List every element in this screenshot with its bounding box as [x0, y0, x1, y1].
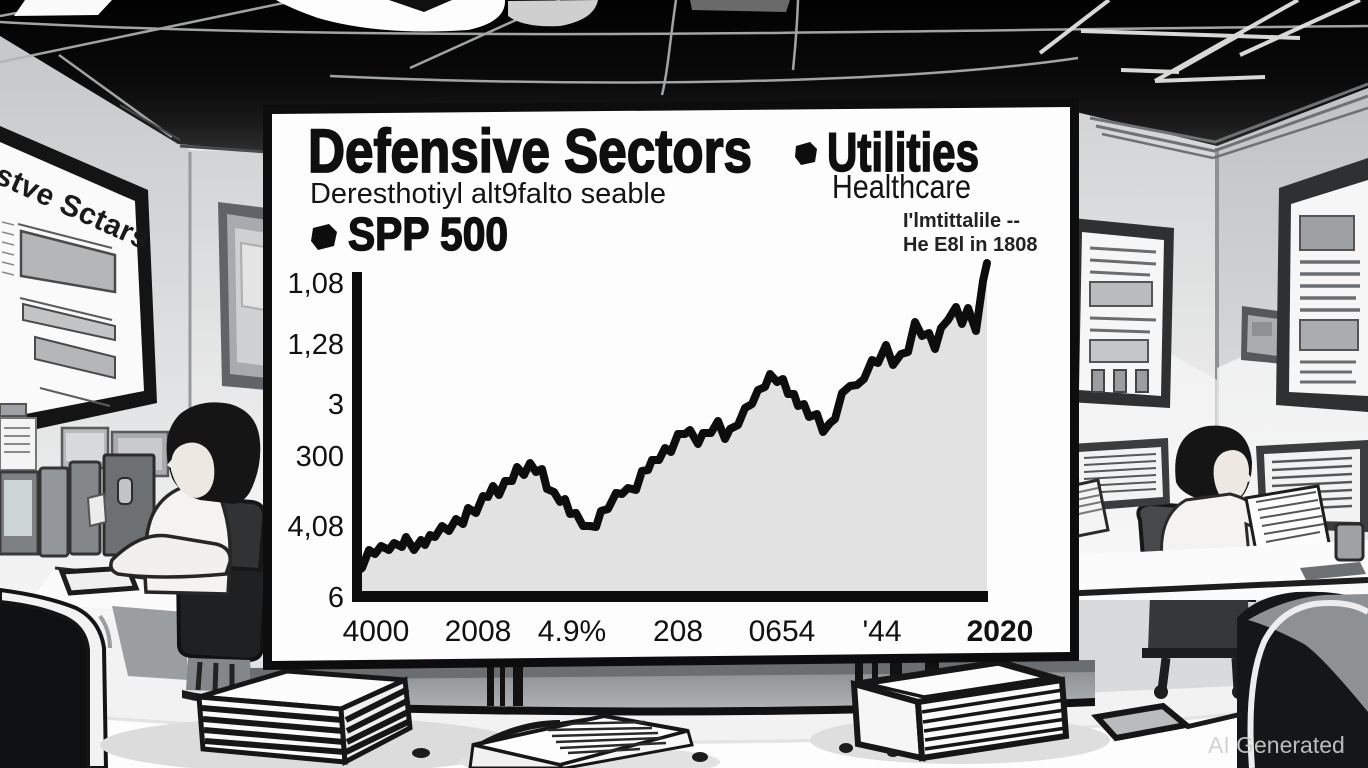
- svg-text:SPP 500: SPP 500: [348, 208, 508, 260]
- svg-text:4000: 4000: [343, 615, 410, 648]
- svg-text:'44: '44: [862, 615, 901, 648]
- svg-text:300: 300: [296, 441, 344, 473]
- svg-text:Utilities: Utilities: [827, 121, 979, 183]
- svg-text:0654: 0654: [749, 615, 816, 648]
- svg-text:3: 3: [328, 389, 344, 421]
- svg-text:2008: 2008: [445, 615, 512, 648]
- svg-text:4.9%: 4.9%: [538, 615, 606, 648]
- svg-text:6: 6: [328, 582, 344, 614]
- svg-text:208: 208: [653, 615, 703, 648]
- svg-text:He E8l in 1808: He E8l in 1808: [903, 234, 1038, 256]
- svg-text:Defensive Sectors: Defensive Sectors: [308, 117, 752, 185]
- svg-text:Deresthotiyl alt9falto seable: Deresthotiyl alt9falto seable: [310, 178, 666, 210]
- svg-text:2020: 2020: [967, 615, 1034, 648]
- svg-text:AI Generated: AI Generated: [1208, 732, 1345, 758]
- svg-text:I'lmtittalile --: I'lmtittalile --: [903, 210, 1020, 232]
- svg-text:Healthcare: Healthcare: [832, 168, 971, 205]
- svg-text:1,28: 1,28: [288, 329, 344, 361]
- svg-text:1,08: 1,08: [288, 268, 344, 300]
- svg-text:4,08: 4,08: [288, 511, 344, 543]
